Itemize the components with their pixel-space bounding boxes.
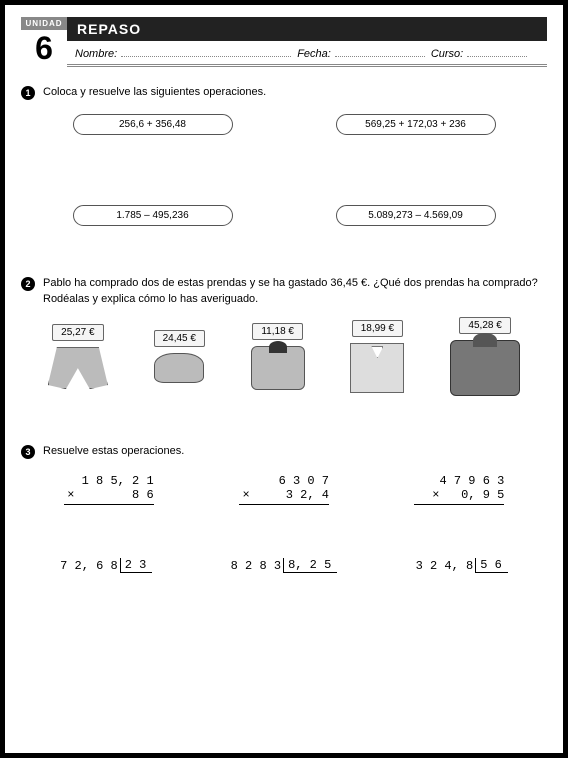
multiplier-line: × 0, 9 5 — [414, 488, 504, 505]
page-title: REPASO — [67, 17, 547, 41]
pants-icon — [48, 347, 108, 389]
divisor: 5 6 — [475, 558, 508, 573]
work-space — [21, 396, 547, 426]
label-nombre: Nombre: — [75, 48, 117, 60]
multiplier-line: × 3 2, 4 — [239, 488, 329, 505]
header-right: REPASO Nombre: Fecha: Curso: — [67, 17, 547, 67]
q2-prompt: Pablo ha comprado dos de estas prendas y… — [43, 276, 547, 307]
q1-row-2: 1.785 – 495,236 5.089,273 – 4.569,09 — [21, 205, 547, 226]
q3-prompt: Resuelve estas operaciones. — [43, 444, 184, 459]
q1-header: 1 Coloca y resuelve las siguientes opera… — [21, 85, 547, 100]
q3-header: 3 Resuelve estas operaciones. — [21, 444, 547, 459]
item-shirt: 18,99 € — [350, 320, 404, 393]
price-tag: 24,45 € — [154, 330, 205, 347]
q2-number-icon: 2 — [21, 277, 35, 291]
div-op: 3 2 4, 8 5 6 — [416, 559, 508, 573]
op-pill: 256,6 + 356,48 — [73, 114, 233, 135]
q1-prompt: Coloca y resuelve las siguientes operaci… — [43, 85, 266, 100]
line-nombre[interactable] — [121, 47, 291, 57]
op-pill: 1.785 – 495,236 — [73, 205, 233, 226]
price-tag: 18,99 € — [352, 320, 403, 337]
question-1: 1 Coloca y resuelve las siguientes opera… — [21, 85, 547, 226]
label-fecha: Fecha: — [297, 48, 331, 60]
multiplicand: 1 8 5, 2 1 — [64, 474, 154, 488]
dividend: 8 2 8 3 — [231, 559, 281, 573]
multiplier: 3 2, 4 — [286, 488, 329, 502]
divisor: 8, 2 5 — [283, 558, 337, 573]
multiplicand: 4 7 9 6 3 — [414, 474, 504, 488]
price-tag: 45,28 € — [459, 317, 510, 334]
multiplier-line: × 8 6 — [64, 488, 154, 505]
question-3: 3 Resuelve estas operaciones. 1 8 5, 2 1… — [21, 444, 547, 572]
field-fecha: Fecha: — [297, 47, 425, 60]
q3-number-icon: 3 — [21, 445, 35, 459]
unit-number: 6 — [21, 30, 67, 66]
line-curso[interactable] — [467, 47, 527, 57]
multiplier: 0, 9 5 — [461, 488, 504, 502]
student-fields: Nombre: Fecha: Curso: — [67, 41, 547, 67]
price-tag: 25,27 € — [52, 324, 103, 341]
mult-row: 1 8 5, 2 1 × 8 6 6 3 0 7 × 3 2, 4 4 7 9 … — [21, 474, 547, 509]
multiplicand: 6 3 0 7 — [239, 474, 329, 488]
q2-header: 2 Pablo ha comprado dos de estas prendas… — [21, 276, 547, 307]
field-curso: Curso: — [431, 47, 527, 60]
label-curso: Curso: — [431, 48, 463, 60]
div-row: 7 2, 6 8 2 3 8 2 8 3 8, 2 5 3 2 4, 8 5 6 — [21, 559, 547, 573]
q1-number-icon: 1 — [21, 86, 35, 100]
price-tag: 11,18 € — [252, 323, 303, 340]
multiplier: 8 6 — [132, 488, 154, 502]
shirt-icon — [350, 343, 404, 393]
mult-op: 6 3 0 7 × 3 2, 4 — [239, 474, 329, 509]
dividend: 3 2 4, 8 — [416, 559, 474, 573]
op-pill: 569,25 + 172,03 + 236 — [336, 114, 496, 135]
item-pants: 25,27 € — [48, 324, 108, 389]
op-pill: 5.089,273 – 4.569,09 — [336, 205, 496, 226]
div-op: 7 2, 6 8 2 3 — [60, 559, 152, 573]
q1-row-1: 256,6 + 356,48 569,25 + 172,03 + 236 — [21, 114, 547, 135]
shoes-icon — [154, 353, 204, 383]
divisor: 2 3 — [120, 558, 153, 573]
mult-op: 1 8 5, 2 1 × 8 6 — [64, 474, 154, 509]
sweater-icon — [251, 346, 305, 390]
field-nombre: Nombre: — [75, 47, 291, 60]
clothes-row: 25,27 € 24,45 € 11,18 € 18,99 € 45,28 € — [21, 317, 547, 396]
item-sweater: 11,18 € — [251, 323, 305, 390]
unit-label: UNIDAD — [21, 17, 67, 30]
question-2: 2 Pablo ha comprado dos de estas prendas… — [21, 276, 547, 426]
dividend: 7 2, 6 8 — [60, 559, 118, 573]
line-fecha[interactable] — [335, 47, 425, 57]
item-shoes: 24,45 € — [154, 330, 205, 383]
mult-op: 4 7 9 6 3 × 0, 9 5 — [414, 474, 504, 509]
div-op: 8 2 8 3 8, 2 5 — [231, 559, 338, 573]
item-jacket: 45,28 € — [450, 317, 520, 396]
jacket-icon — [450, 340, 520, 396]
page-header: UNIDAD 6 REPASO Nombre: Fecha: Curso: — [21, 17, 547, 67]
unit-badge: UNIDAD 6 — [21, 17, 67, 66]
